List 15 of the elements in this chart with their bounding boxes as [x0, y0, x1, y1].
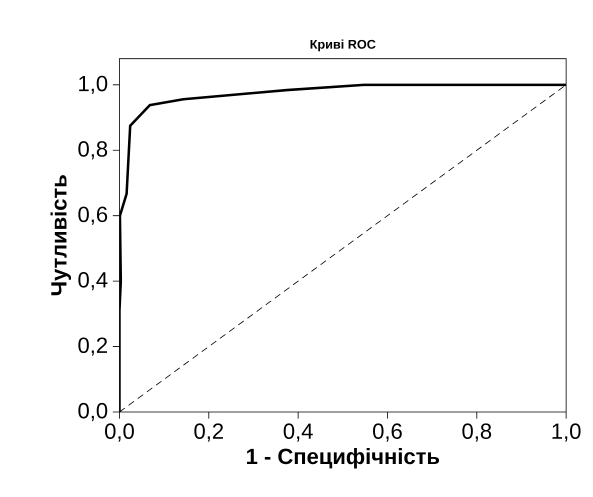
x-tick-label: 0,8	[462, 423, 492, 442]
x-tick-label: 0,4	[284, 423, 313, 442]
x-tick-label: 0,0	[105, 423, 134, 442]
y-tick-label: 1,0	[79, 76, 108, 94]
x-axis-title: 1 - Специфічність	[247, 448, 440, 469]
x-tick-label: 1,0	[552, 423, 581, 442]
x-tick-label: 0,6	[373, 423, 402, 442]
y-tick-label: 0,4	[78, 272, 108, 290]
y-axis-title: Чутливість	[50, 175, 72, 296]
x-tick-label: 0,2	[194, 423, 223, 442]
y-tick-label: 0,6	[78, 206, 108, 225]
chart-title: Криві ROC	[310, 39, 376, 52]
y-tick-label: 0,0	[78, 402, 108, 422]
y-tick-label: 0,2	[78, 337, 107, 356]
y-tick-label: 0,8	[78, 141, 108, 160]
